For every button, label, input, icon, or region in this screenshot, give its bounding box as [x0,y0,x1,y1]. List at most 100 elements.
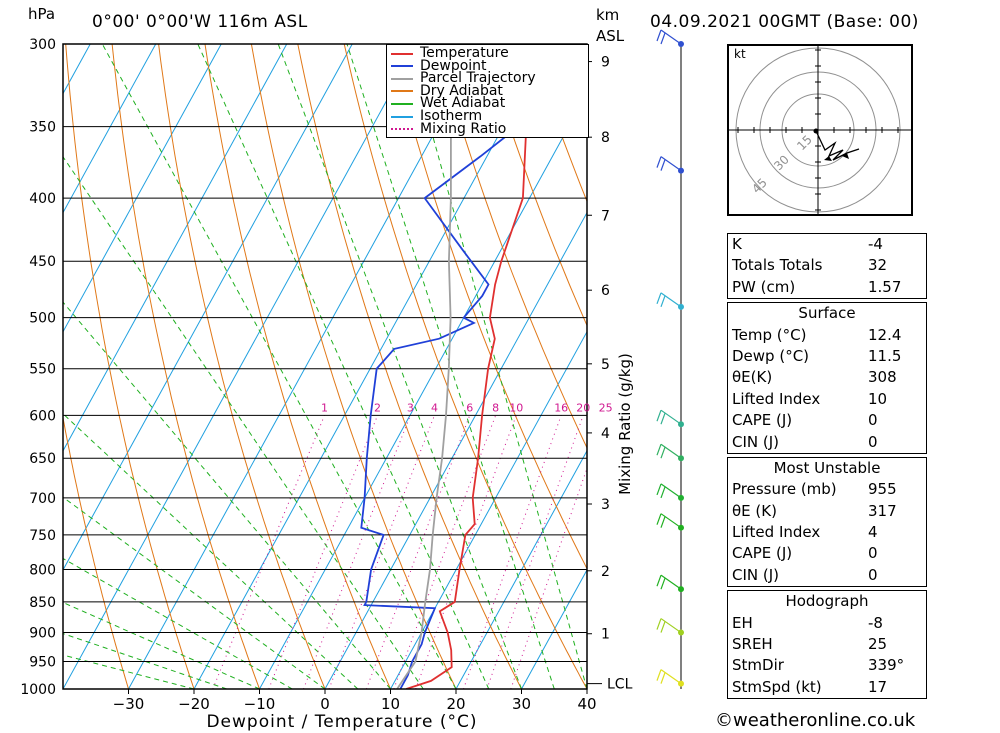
height-tick-label: 4 [601,426,610,442]
datetime-label: 04.09.2021 00GMT (Base: 00) [650,12,919,32]
index-value: 32 [868,256,888,275]
legend-swatch [391,90,413,93]
index-row: θE(K) 308 [728,367,926,388]
plot-frame [62,43,588,690]
isotherm-line [455,449,587,689]
legend-item: Parcel Trajectory [391,71,536,85]
index-label: θE(K) [732,368,773,387]
pressure-tick-label: 950 [29,655,56,671]
wind-barb-feather [660,486,666,499]
index-row: CIN (J) 0 [728,565,926,586]
wind-barb-feather [656,444,662,456]
wind-barb-feather [656,513,662,525]
legend-item: Isotherm [391,109,482,123]
pressure-tick-label: 350 [29,120,56,136]
hodograph-title: Hodograph [785,592,869,611]
index-label: EH [732,613,753,632]
index-row: Dewp (°C) 11.5 [728,346,926,367]
mixing-ratio-value-label: 4 [431,401,438,414]
dry-adiabat-line [483,44,587,327]
wind-barb-feather [660,32,666,45]
dry-adiabat-line [994,44,1000,689]
dry-adiabat-line [158,44,326,689]
x-tick-label: −30 [113,695,145,713]
wind-barb-dot [678,167,684,174]
hodograph-trace [815,130,860,161]
isotherm-line [63,44,157,214]
index-label: Totals Totals [732,256,823,275]
legend-item: Temperature [391,46,509,60]
mixing-ratio-line [303,415,411,689]
index-value: 1.57 [868,277,902,296]
wet-adiabat-line [277,44,522,689]
hodograph-indices: Hodograph EH -8 SREH 25 StmDir 339° StmSpd (kt… [727,590,927,700]
lcl-label: LCL [607,677,633,693]
legend: Temperature Dewpoint Parcel Trajectory Dry … [386,44,589,138]
wind-barb-feather [656,618,662,630]
legend-label: Dewpoint [420,57,487,74]
index-value: 12.4 [868,325,902,344]
wind-barb-feather [660,447,666,459]
index-value: -8 [868,613,883,632]
wind-barb-staff [660,513,682,529]
indices-table: K -4 Totals Totals 32 PW (cm) 1.57 Surface Te… [727,233,927,700]
dewpoint-line [360,45,587,689]
index-label: CIN (J) [732,432,780,451]
storm-motion-marker [824,156,832,161]
index-value: 0 [868,544,878,563]
pressure-tick-label: 800 [29,562,56,578]
mixing-ratio-value-label: 10 [509,401,523,414]
dry-adiabat-line [204,44,391,689]
wind-barb-feather [656,669,662,681]
mixing-ratio-value-label: 8 [492,401,499,414]
copyright-link[interactable]: ©weatheronline.co.uk [715,710,916,731]
isotherm-line [63,44,419,689]
index-label: K [732,235,742,253]
height-tick-label: 9 [601,55,610,71]
pressure-tick-label: 900 [29,626,56,642]
mixing-ratio-line [510,466,587,689]
index-label: SREH [732,635,773,654]
mixing-ratio-line [268,415,379,689]
index-row: Lifted Index 10 [728,389,926,410]
pressure-tick-label: 850 [29,595,56,611]
legend-item: Mixing Ratio [391,122,506,136]
pressure-tick-label: 300 [29,37,56,53]
wind-barb-dot [678,524,684,531]
most-unstable-title: Most Unstable [773,458,881,477]
wind-barb-dot [678,586,684,593]
isotherm-line [324,211,587,689]
legend-label: Wet Adiabat [420,95,506,112]
dry-adiabat-line [948,44,1000,689]
mixing-ratio-value-label: 6 [466,401,473,414]
temperature-line [405,44,537,689]
x-tick-label: 20 [446,695,465,713]
x-tick-label: 0 [320,695,330,713]
surface-title: Surface [798,304,856,323]
index-label: Lifted Index [732,389,821,408]
index-value: 955 [868,480,897,499]
most-unstable-indices: Most Unstable Pressure (mb) 955 θE (K) 317 L… [727,456,927,588]
surface-indices: Surface Temp (°C) 12.4 Dewp (°C) 11.5 θE(K) 3… [727,302,927,454]
index-row: StmSpd (kt) 17 [728,677,926,698]
index-value: 308 [868,368,897,387]
index-label: Lifted Index [732,523,821,542]
legend-label: Dry Adiabat [420,82,503,99]
isotherm-line [0,44,25,689]
isotherm-line [259,92,587,689]
legend-swatch [391,128,413,131]
mixing-ratio-line [486,415,584,689]
mixing-ratio-value-label: 1 [321,401,328,414]
wind-barb-feather [660,672,666,684]
wind-barb-dot [678,455,684,462]
pressure-unit: hPa [28,5,56,23]
pressure-tick-label: 750 [29,528,56,544]
wet-adiabat-line [63,301,391,689]
legend-item: Wet Adiabat [391,95,506,112]
index-row: CAPE (J) 0 [728,543,926,564]
height-tick-label: 2 [601,564,610,580]
wind-barb-feather [660,516,666,528]
x-axis-label: Dewpoint / Temperature (°C) [206,712,477,732]
